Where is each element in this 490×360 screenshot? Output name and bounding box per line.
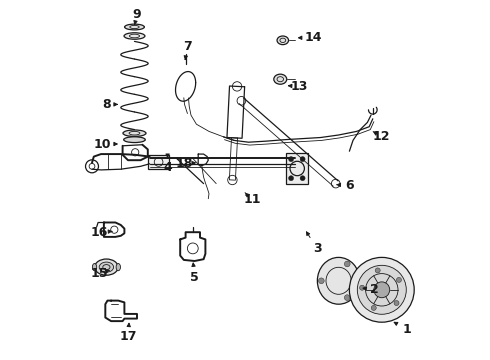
Ellipse shape	[318, 257, 360, 304]
Ellipse shape	[277, 36, 289, 45]
Text: 7: 7	[183, 40, 192, 53]
Circle shape	[344, 295, 350, 301]
Ellipse shape	[116, 264, 121, 271]
Ellipse shape	[124, 24, 145, 30]
Text: 1: 1	[403, 323, 412, 336]
Circle shape	[360, 285, 365, 290]
Text: 18: 18	[175, 157, 193, 170]
Ellipse shape	[95, 259, 118, 275]
Text: 11: 11	[244, 193, 261, 206]
Circle shape	[318, 278, 324, 284]
Text: 12: 12	[373, 130, 391, 143]
Text: 16: 16	[91, 226, 108, 239]
Circle shape	[300, 176, 305, 181]
Text: 9: 9	[133, 8, 141, 21]
Circle shape	[300, 157, 305, 162]
Circle shape	[374, 282, 390, 298]
Ellipse shape	[99, 262, 114, 272]
Ellipse shape	[123, 130, 146, 136]
Text: 6: 6	[345, 179, 354, 192]
Circle shape	[394, 301, 399, 306]
Ellipse shape	[274, 74, 287, 84]
Text: 15: 15	[91, 267, 108, 280]
Circle shape	[375, 268, 380, 273]
FancyBboxPatch shape	[286, 153, 308, 184]
Circle shape	[396, 277, 401, 282]
Text: 13: 13	[290, 80, 308, 93]
Text: 3: 3	[313, 242, 321, 255]
Text: 10: 10	[94, 138, 112, 150]
Circle shape	[289, 157, 294, 162]
Ellipse shape	[123, 137, 145, 143]
Text: 2: 2	[370, 283, 379, 296]
Circle shape	[371, 305, 376, 310]
Text: 5: 5	[190, 271, 199, 284]
Circle shape	[344, 261, 350, 267]
Text: 17: 17	[119, 330, 137, 343]
Text: 4: 4	[163, 161, 172, 174]
Circle shape	[349, 257, 414, 322]
Ellipse shape	[92, 264, 97, 271]
Ellipse shape	[124, 33, 145, 39]
Circle shape	[289, 176, 294, 181]
Text: 8: 8	[102, 98, 111, 111]
FancyBboxPatch shape	[148, 155, 170, 169]
Text: 14: 14	[305, 31, 322, 44]
Circle shape	[357, 265, 406, 314]
